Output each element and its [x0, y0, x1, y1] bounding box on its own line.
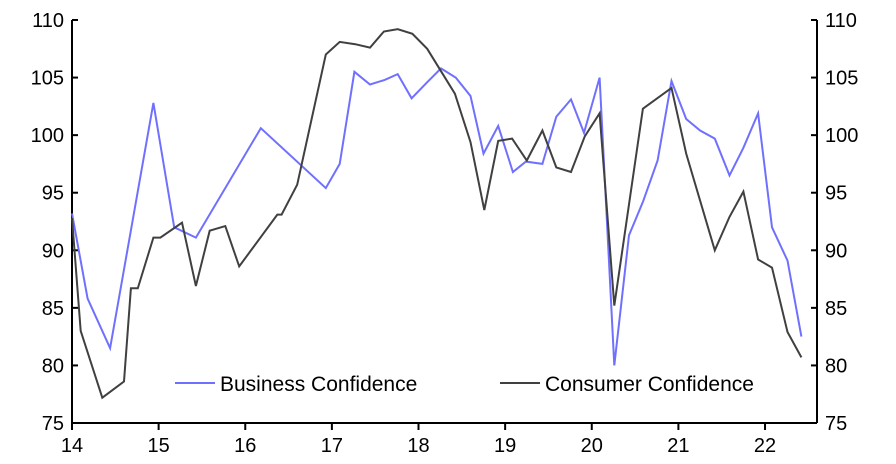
legend-label-consumer: Consumer Confidence — [545, 373, 754, 396]
right-y-tick-label: 105 — [825, 68, 858, 90]
left-y-tick-label: 90 — [42, 240, 64, 262]
x-tick-label: 19 — [494, 435, 516, 457]
legend-label-business: Business Confidence — [220, 373, 417, 396]
right-y-tick-label: 85 — [825, 298, 847, 320]
x-tick-label: 21 — [667, 435, 689, 457]
x-tick-label: 14 — [61, 435, 83, 457]
x-tick-label: 17 — [321, 435, 343, 457]
x-tick-label: 16 — [234, 435, 256, 457]
axes: 75 80 85 90 95 100 105 110 75 80 85 90 95 100 105 110 14… — [31, 10, 859, 457]
left-y-tick-label: 75 — [42, 413, 64, 435]
right-y-tick-label: 100 — [825, 125, 858, 147]
right-y-tick-label: 110 — [825, 10, 857, 32]
x-tick-label: 15 — [148, 435, 170, 457]
legend: Business Confidence Consumer Confidence — [175, 373, 754, 396]
right-y-tick-label: 75 — [825, 413, 847, 435]
left-y-tick-label: 80 — [42, 355, 64, 377]
left-y-tick-label: 100 — [31, 125, 64, 147]
right-y-tick-label: 95 — [825, 183, 847, 205]
left-y-tick-label: 85 — [42, 298, 64, 320]
right-y-tick-label: 80 — [825, 355, 847, 377]
left-y-tick-label: 110 — [32, 10, 64, 32]
series-lines — [71, 28, 803, 400]
right-y-tick-label: 90 — [825, 240, 847, 262]
business-confidence-line — [71, 67, 803, 366]
left-y-tick-label: 105 — [31, 68, 64, 90]
left-y-tick-label: 95 — [42, 183, 64, 205]
x-tick-label: 22 — [754, 435, 776, 457]
x-tick-label: 18 — [407, 435, 429, 457]
x-tick-label: 20 — [581, 435, 603, 457]
consumer-confidence-line — [71, 28, 803, 400]
